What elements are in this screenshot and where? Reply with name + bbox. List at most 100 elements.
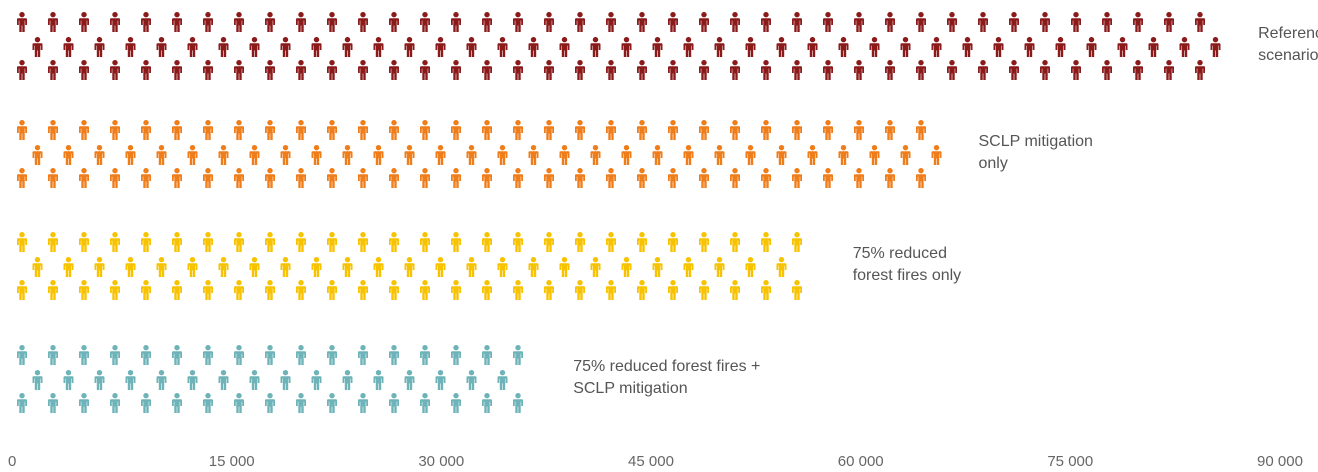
person-icon (668, 60, 678, 80)
person-icon (575, 12, 585, 32)
person-icon (327, 393, 337, 413)
person-icon (513, 12, 523, 32)
person-icon (683, 37, 694, 57)
person-icon (172, 280, 182, 300)
person-icon (110, 12, 120, 32)
person-icon (203, 232, 213, 252)
person-icon (621, 37, 632, 57)
person-icon (172, 168, 182, 188)
person-icon (451, 120, 461, 140)
person-icon (854, 60, 864, 80)
person-icon (451, 12, 461, 32)
person-icon (435, 370, 446, 390)
person-icon (327, 120, 337, 140)
series-row: 75% reduced forest fires only (17, 232, 961, 300)
person-icon (745, 145, 756, 165)
person-icon (327, 232, 337, 252)
person-icon (327, 12, 337, 32)
person-icon (249, 370, 260, 390)
person-icon (203, 168, 213, 188)
person-icon (637, 280, 647, 300)
person-icon (993, 37, 1004, 57)
person-icon (110, 168, 120, 188)
person-icon (854, 120, 864, 140)
person-icon (544, 120, 554, 140)
person-icon (714, 37, 725, 57)
person-icon (482, 12, 492, 32)
person-icon (311, 370, 322, 390)
person-icon (1102, 60, 1112, 80)
person-icon (1040, 12, 1050, 32)
person-icon (327, 60, 337, 80)
x-tick-label: 15 000 (209, 453, 255, 470)
person-icon (187, 370, 198, 390)
person-icon (203, 345, 213, 365)
x-tick-label: 0 (8, 453, 16, 470)
person-icon (435, 257, 446, 277)
person-icon (699, 120, 709, 140)
person-icon (792, 60, 802, 80)
person-icon (606, 120, 616, 140)
person-icon (110, 345, 120, 365)
person-icon (249, 37, 260, 57)
person-icon (48, 232, 58, 252)
person-icon (234, 120, 244, 140)
person-icon (94, 145, 105, 165)
person-icon (544, 280, 554, 300)
person-icon (466, 370, 477, 390)
person-icon (513, 232, 523, 252)
person-icon (838, 37, 849, 57)
series-label: only (979, 155, 1008, 172)
person-icon (404, 370, 415, 390)
person-icon (32, 370, 43, 390)
person-icon (1024, 37, 1035, 57)
person-icon (513, 345, 523, 365)
person-icon (451, 168, 461, 188)
person-icon (916, 60, 926, 80)
person-icon (373, 145, 384, 165)
person-icon (389, 12, 399, 32)
person-icon (218, 37, 229, 57)
person-icon (296, 232, 306, 252)
person-icon (885, 168, 895, 188)
person-icon (652, 37, 663, 57)
person-icon (420, 232, 430, 252)
person-icon (63, 257, 74, 277)
person-icon (187, 145, 198, 165)
person-icon (931, 37, 942, 57)
person-icon (916, 120, 926, 140)
person-icon (125, 257, 136, 277)
person-icon (358, 12, 368, 32)
person-icon (125, 37, 136, 57)
person-icon (125, 145, 136, 165)
person-icon (1086, 37, 1097, 57)
person-icon (1164, 60, 1174, 80)
person-icon (792, 120, 802, 140)
person-icon (296, 168, 306, 188)
person-icon (420, 120, 430, 140)
person-icon (590, 257, 601, 277)
person-icon (79, 168, 89, 188)
person-icon (79, 120, 89, 140)
person-icon (575, 168, 585, 188)
person-icon (869, 145, 880, 165)
person-icon (218, 257, 229, 277)
person-icon (327, 168, 337, 188)
person-icon (358, 120, 368, 140)
person-icon (172, 120, 182, 140)
person-icon (280, 145, 291, 165)
person-icon (234, 60, 244, 80)
person-icon (699, 60, 709, 80)
person-icon (900, 37, 911, 57)
person-icon (265, 60, 275, 80)
person-icon (590, 145, 601, 165)
person-icon (482, 60, 492, 80)
person-icon (79, 280, 89, 300)
person-icon (451, 280, 461, 300)
person-icon (249, 257, 260, 277)
person-icon (110, 120, 120, 140)
person-icon (404, 37, 415, 57)
person-icon (730, 232, 740, 252)
person-icon (218, 370, 229, 390)
person-icon (389, 345, 399, 365)
